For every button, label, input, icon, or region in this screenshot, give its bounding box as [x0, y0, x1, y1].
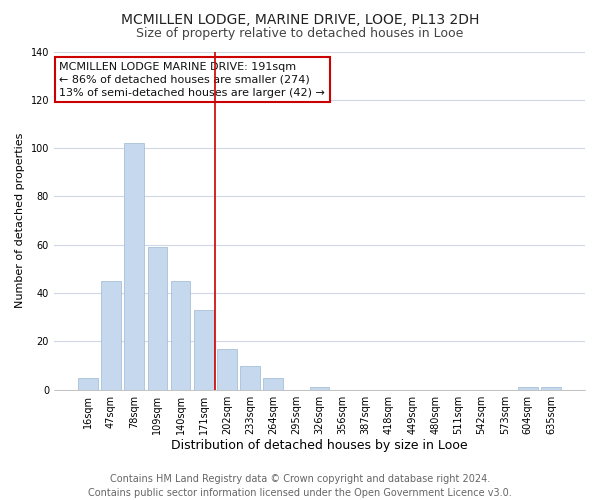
Bar: [217, 348, 236, 390]
Bar: [148, 247, 167, 390]
Text: MCMILLEN LODGE, MARINE DRIVE, LOOE, PL13 2DH: MCMILLEN LODGE, MARINE DRIVE, LOOE, PL13…: [121, 12, 479, 26]
Text: Contains HM Land Registry data © Crown copyright and database right 2024.
Contai: Contains HM Land Registry data © Crown c…: [88, 474, 512, 498]
Bar: [518, 388, 538, 390]
Bar: [240, 366, 260, 390]
Bar: [124, 144, 144, 390]
Bar: [310, 388, 329, 390]
Y-axis label: Number of detached properties: Number of detached properties: [15, 133, 25, 308]
Text: MCMILLEN LODGE MARINE DRIVE: 191sqm
← 86% of detached houses are smaller (274)
1: MCMILLEN LODGE MARINE DRIVE: 191sqm ← 86…: [59, 62, 325, 98]
Bar: [194, 310, 214, 390]
X-axis label: Distribution of detached houses by size in Looe: Distribution of detached houses by size …: [171, 440, 468, 452]
Bar: [170, 281, 190, 390]
Bar: [101, 281, 121, 390]
Bar: [263, 378, 283, 390]
Text: Size of property relative to detached houses in Looe: Size of property relative to detached ho…: [136, 28, 464, 40]
Bar: [541, 388, 561, 390]
Bar: [78, 378, 98, 390]
